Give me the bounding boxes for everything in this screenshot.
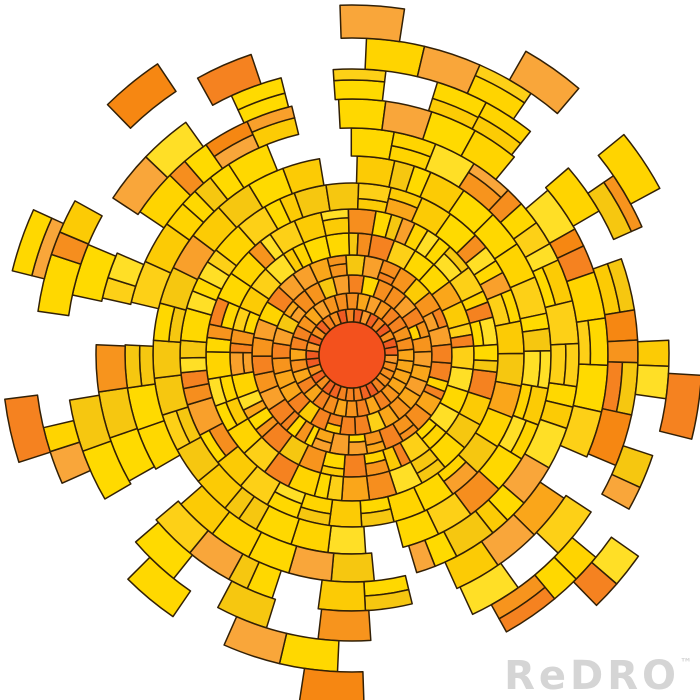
watermark-text: ReDRO xyxy=(504,653,680,699)
mosaic-tiles xyxy=(4,4,700,700)
watermark: ReDRO™ xyxy=(504,656,692,696)
sun-core xyxy=(318,321,386,389)
trademark-symbol: ™ xyxy=(680,656,692,670)
